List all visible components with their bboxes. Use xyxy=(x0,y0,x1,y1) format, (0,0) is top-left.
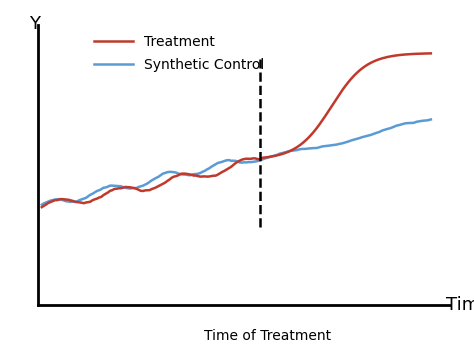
Text: Time of Treatment: Time of Treatment xyxy=(204,329,331,343)
Legend: Treatment, Synthetic Control: Treatment, Synthetic Control xyxy=(94,34,264,72)
Text: Y: Y xyxy=(28,15,39,33)
Text: Time: Time xyxy=(447,296,474,314)
